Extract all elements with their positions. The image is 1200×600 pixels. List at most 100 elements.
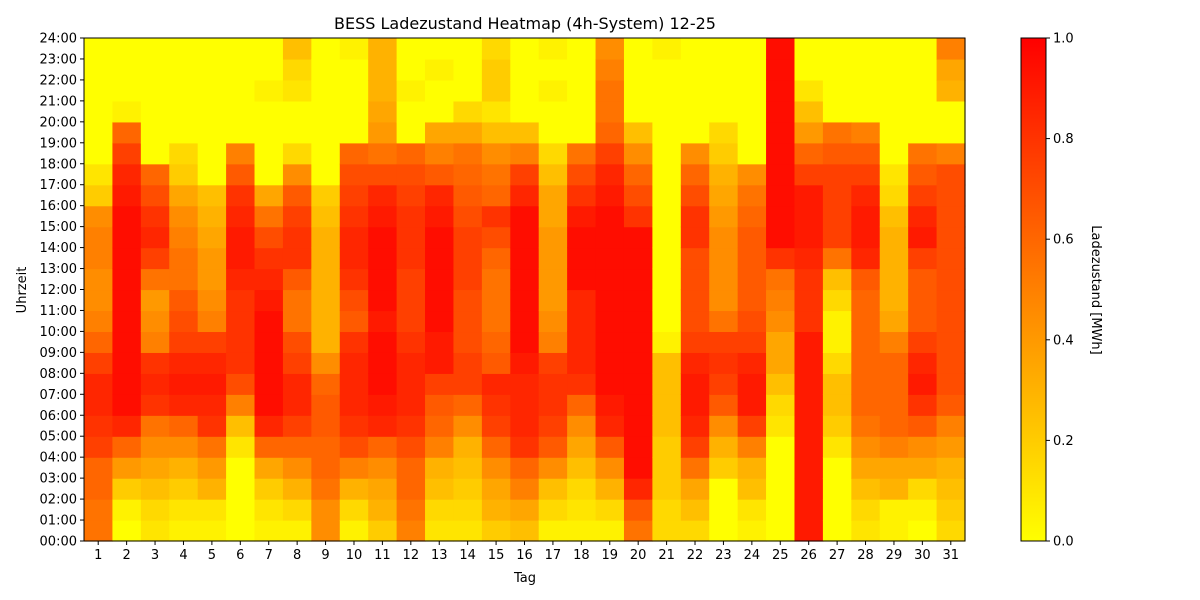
heatmap-cell bbox=[368, 373, 398, 395]
heatmap-cell bbox=[339, 352, 369, 374]
y-tick-label: 19:00 bbox=[40, 136, 77, 151]
heatmap-cell bbox=[311, 247, 341, 270]
heatmap-cell bbox=[822, 121, 852, 144]
heatmap-cell bbox=[425, 520, 455, 542]
heatmap-cell bbox=[794, 100, 824, 123]
heatmap-cell bbox=[368, 436, 398, 458]
heatmap-cell bbox=[709, 436, 739, 458]
heatmap-cell bbox=[879, 38, 909, 60]
heatmap-cell bbox=[425, 478, 455, 500]
heatmap-cell bbox=[396, 205, 426, 228]
heatmap-cell bbox=[226, 331, 256, 353]
heatmap-cell bbox=[567, 247, 597, 270]
heatmap-cell bbox=[623, 331, 653, 353]
heatmap-cell bbox=[680, 394, 710, 416]
heatmap-cell bbox=[623, 142, 653, 165]
heatmap-cell bbox=[140, 184, 170, 207]
heatmap-cell bbox=[368, 226, 398, 249]
heatmap-cell bbox=[282, 247, 312, 270]
heatmap-cell bbox=[197, 58, 227, 81]
heatmap-cell bbox=[908, 268, 938, 291]
y-axis: 00:00 01:00 02:00 03:00 04:00 05:00 06:00 07:00… bbox=[40, 32, 84, 550]
heatmap-cell bbox=[709, 205, 739, 228]
heatmap-cell bbox=[680, 331, 710, 353]
heatmap-cell bbox=[339, 268, 369, 291]
x-tick-label: 27 bbox=[829, 548, 846, 563]
heatmap-cell bbox=[368, 352, 398, 374]
heatmap-cell bbox=[879, 478, 909, 500]
heatmap-cell bbox=[567, 100, 597, 123]
heatmap-cell bbox=[680, 289, 710, 312]
heatmap-cell bbox=[595, 268, 625, 291]
heatmap-cell bbox=[595, 184, 625, 207]
heatmap-cell bbox=[140, 331, 170, 353]
heatmap-cell bbox=[709, 394, 739, 416]
y-tick-label: 03:00 bbox=[40, 472, 77, 487]
heatmap-cell bbox=[794, 520, 824, 542]
heatmap-cell bbox=[112, 142, 142, 165]
heatmap-cell bbox=[822, 520, 852, 542]
heatmap-cell bbox=[254, 373, 284, 395]
y-tick-label: 01:00 bbox=[40, 514, 77, 529]
heatmap-cell bbox=[737, 121, 767, 144]
heatmap-cell bbox=[595, 163, 625, 186]
heatmap-cell bbox=[680, 58, 710, 81]
heatmap-cell bbox=[567, 184, 597, 207]
heatmap-cell bbox=[140, 100, 170, 123]
heatmap-cell bbox=[282, 415, 312, 437]
heatmap-cell bbox=[112, 310, 142, 333]
heatmap-cell bbox=[140, 478, 170, 500]
heatmap-cell bbox=[936, 184, 966, 207]
heatmap-cell bbox=[908, 79, 938, 102]
heatmap-cell bbox=[368, 79, 398, 102]
heatmap-cell bbox=[311, 457, 341, 479]
heatmap-cell bbox=[680, 226, 710, 249]
heatmap-cell bbox=[311, 79, 341, 102]
heatmap-cell bbox=[652, 100, 682, 123]
heatmap-cell bbox=[226, 310, 256, 333]
heatmap-cell bbox=[595, 142, 625, 165]
heatmap-cell bbox=[226, 415, 256, 437]
colorbar-tick-label: 0.2 bbox=[1053, 434, 1074, 449]
heatmap-cell bbox=[84, 226, 114, 249]
heatmap-cell bbox=[84, 436, 114, 458]
x-tick-label: 20 bbox=[630, 548, 647, 563]
heatmap-cell bbox=[879, 163, 909, 186]
heatmap-cell bbox=[851, 205, 881, 228]
heatmap-cell bbox=[254, 142, 284, 165]
heatmap-cell bbox=[567, 226, 597, 249]
heatmap-cell bbox=[169, 79, 199, 102]
heatmap-cell bbox=[567, 415, 597, 437]
heatmap-cell bbox=[879, 226, 909, 249]
heatmap-cell bbox=[84, 373, 114, 395]
heatmap-cell bbox=[84, 79, 114, 102]
heatmap-cell bbox=[311, 289, 341, 312]
heatmap-cell bbox=[709, 289, 739, 312]
heatmap-cell bbox=[567, 79, 597, 102]
heatmap-cell bbox=[425, 142, 455, 165]
heatmap-cell bbox=[908, 100, 938, 123]
heatmap-cell bbox=[510, 100, 540, 123]
x-tick-label: 8 bbox=[293, 548, 301, 563]
heatmap-cell bbox=[936, 499, 966, 521]
heatmap-cell bbox=[822, 38, 852, 60]
heatmap-cell bbox=[339, 226, 369, 249]
heatmap-cell bbox=[311, 415, 341, 437]
heatmap-cell bbox=[396, 38, 426, 60]
x-tick-label: 24 bbox=[744, 548, 761, 563]
heatmap-cell bbox=[766, 268, 796, 291]
heatmap-cell bbox=[709, 38, 739, 60]
heatmap-cell bbox=[453, 247, 483, 270]
heatmap-cell bbox=[254, 100, 284, 123]
heatmap-cell bbox=[481, 478, 511, 500]
heatmap-cell bbox=[453, 163, 483, 186]
heatmap-cell bbox=[822, 436, 852, 458]
heatmap-cell bbox=[822, 226, 852, 249]
x-tick-label: 26 bbox=[800, 548, 817, 563]
heatmap-cell bbox=[282, 478, 312, 500]
heatmap-cell bbox=[425, 457, 455, 479]
heatmap-cell bbox=[453, 478, 483, 500]
heatmap-cell bbox=[623, 100, 653, 123]
heatmap-cell bbox=[197, 38, 227, 60]
heatmap-cell bbox=[510, 121, 540, 144]
